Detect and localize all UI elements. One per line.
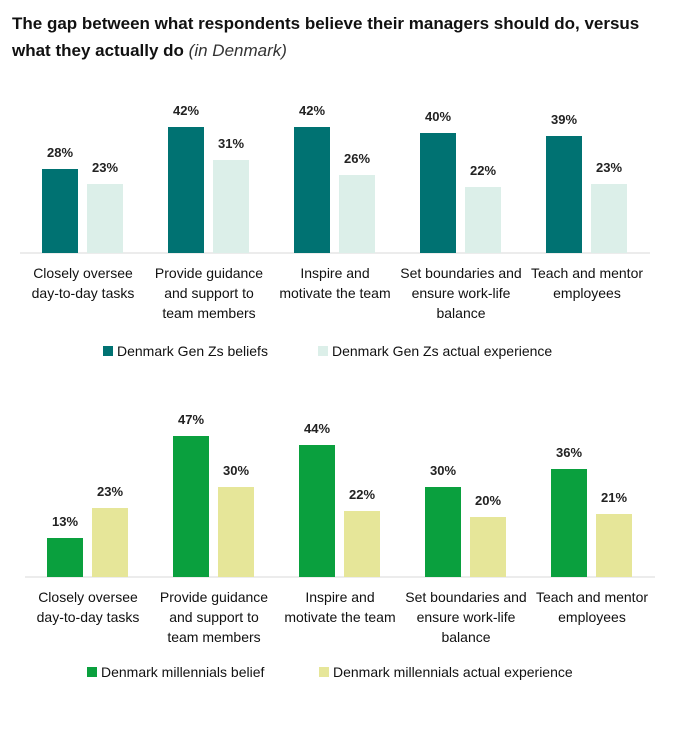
data-label: 28%: [47, 145, 73, 160]
legend-label: Denmark millennials actual experience: [333, 664, 573, 680]
x-tick-label: Inspire and motivate the team: [284, 589, 396, 625]
bar: [213, 160, 249, 253]
x-tick-label: Closely oversee day-to-day tasks: [31, 265, 135, 301]
data-label: 22%: [470, 163, 496, 178]
x-tick-label: Provide guidance and support to team mem…: [154, 265, 264, 321]
x-tick-label: Teach and mentor employees: [530, 265, 644, 301]
bar: [294, 127, 330, 253]
legend-label: Denmark millennials belief: [101, 664, 265, 680]
bar: [344, 511, 380, 577]
bar: [591, 184, 627, 253]
bar: [218, 487, 254, 577]
x-tick-label: Teach and mentor employees: [535, 589, 649, 625]
data-label: 40%: [425, 109, 451, 124]
data-label: 13%: [52, 514, 78, 529]
data-label: 36%: [556, 445, 582, 460]
data-label: 26%: [344, 151, 370, 166]
data-label: 42%: [299, 103, 325, 118]
legend-swatch: [318, 346, 328, 356]
x-tick-label: Provide guidance and support to team mem…: [159, 589, 269, 645]
bar: [420, 133, 456, 253]
x-tick-label: Inspire and motivate the team: [279, 265, 391, 301]
data-label: 30%: [223, 463, 249, 478]
legend-swatch: [103, 346, 113, 356]
bar: [470, 517, 506, 577]
data-label: 42%: [173, 103, 199, 118]
legend-swatch: [319, 667, 329, 677]
bar: [47, 538, 83, 577]
legend-swatch: [87, 667, 97, 677]
bar: [42, 169, 78, 253]
title-note: (in Denmark): [188, 41, 287, 60]
data-label: 21%: [601, 490, 627, 505]
x-tick-label: Set boundaries and ensure work-life bala…: [405, 589, 527, 645]
legend-label: Denmark Gen Zs actual experience: [332, 343, 553, 359]
bar: [87, 184, 123, 253]
bar: [546, 136, 582, 253]
bar: [339, 175, 375, 253]
bar: [299, 445, 335, 577]
data-label: 22%: [349, 487, 375, 502]
data-label: 23%: [596, 160, 622, 175]
bar: [551, 469, 587, 577]
data-label: 23%: [92, 160, 118, 175]
legend-label: Denmark Gen Zs beliefs: [117, 343, 268, 359]
data-label: 44%: [304, 421, 330, 436]
data-label: 39%: [551, 112, 577, 127]
bar: [92, 508, 128, 577]
bar: [596, 514, 632, 577]
bar: [425, 487, 461, 577]
bar: [465, 187, 501, 253]
x-tick-label: Closely oversee day-to-day tasks: [36, 589, 140, 625]
data-label: 47%: [178, 412, 204, 427]
bar: [168, 127, 204, 253]
data-label: 31%: [218, 136, 244, 151]
bar: [173, 436, 209, 577]
title-main: The gap between what respondents believe…: [12, 14, 640, 60]
data-label: 20%: [475, 493, 501, 508]
chart-title: The gap between what respondents believe…: [12, 10, 672, 64]
data-label: 23%: [97, 484, 123, 499]
x-tick-label: Set boundaries and ensure work-life bala…: [400, 265, 522, 321]
data-label: 30%: [430, 463, 456, 478]
